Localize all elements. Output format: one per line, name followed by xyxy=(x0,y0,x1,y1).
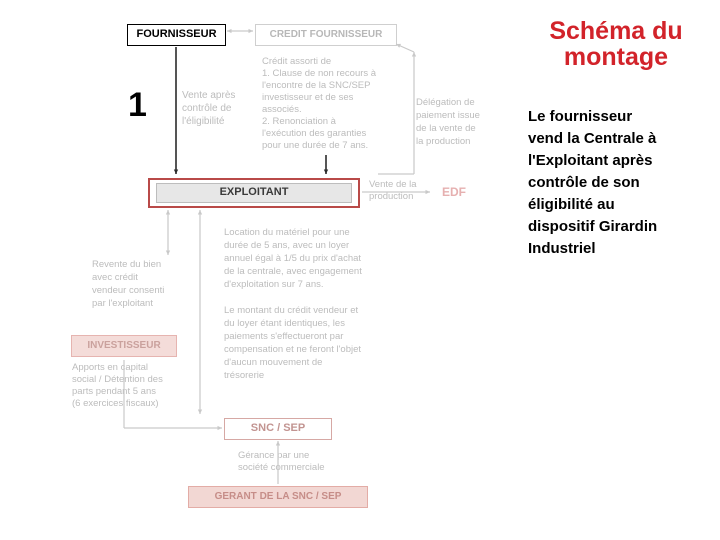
arrows-layer xyxy=(0,0,720,540)
diagram-stage: Schéma du montage 1 Le fournisseurvend l… xyxy=(0,0,720,540)
